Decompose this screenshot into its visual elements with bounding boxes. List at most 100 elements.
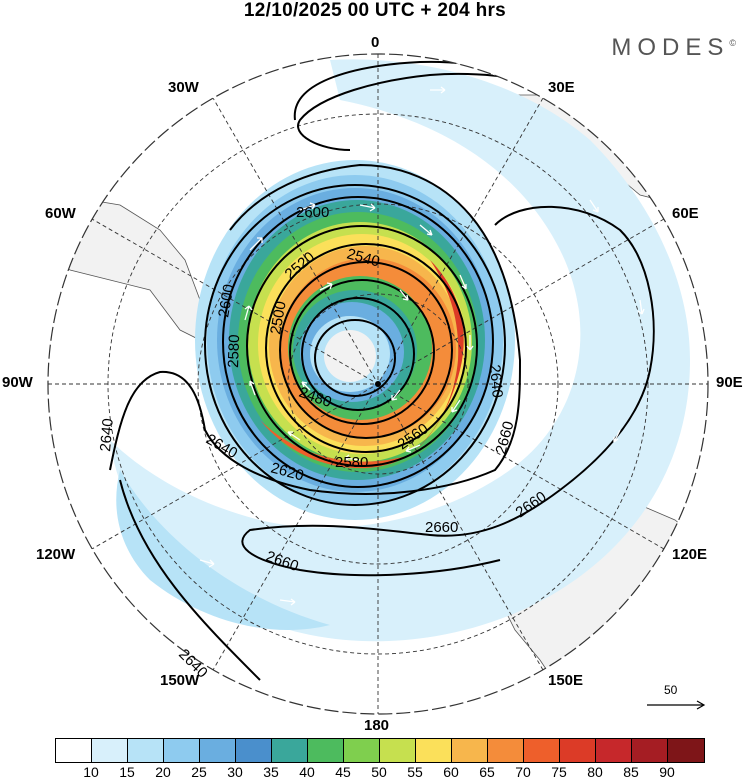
wind-scale-arrow: [647, 700, 706, 710]
colorbar-tick-label: 60: [443, 764, 459, 780]
wind-arrow: [319, 282, 333, 291]
contour-2520: [289, 279, 435, 425]
wind-scale-label: 50: [664, 683, 678, 697]
wind-arrow: [637, 299, 645, 315]
wind-arrow: [419, 224, 433, 236]
wind-arrow: [430, 86, 446, 94]
contour-label: 2640: [486, 364, 506, 399]
colorbar-tick-label: 70: [515, 764, 531, 780]
contour-label: 2600: [296, 204, 329, 221]
copyright-mark: ©: [729, 38, 736, 48]
colorbar-swatch: [272, 739, 308, 762]
colorbar-swatch: [200, 739, 236, 762]
contour-label: 2660: [492, 419, 517, 456]
contour-2560: [265, 243, 467, 453]
jet-core-south: [260, 420, 410, 469]
lon-label-150e: 150E: [548, 672, 584, 689]
contour-2620: [204, 184, 506, 506]
colorbar-swatch: [344, 739, 380, 762]
colorbar-swatch: [632, 739, 668, 762]
contour-2600: [222, 196, 494, 488]
colorbar-tick-label: 65: [479, 764, 495, 780]
colorbar-swatch: [452, 739, 488, 762]
wind-arrow: [199, 559, 215, 568]
wind-arrow: [359, 203, 376, 212]
contour-2480: [314, 319, 396, 397]
colorbar-tick-label: 90: [659, 764, 675, 780]
colorbar-swatch: [488, 739, 524, 762]
contour-2640: [109, 163, 522, 495]
contour-2500: [301, 297, 415, 411]
colorbar-swatch: [56, 739, 92, 762]
wind-arrow: [287, 431, 301, 441]
lon-label-120w: 120W: [36, 546, 76, 563]
contour-label: 2640: [97, 418, 117, 453]
lon-label-90w: 90W: [2, 374, 33, 391]
contour-label: 2500: [267, 300, 290, 336]
map-title: 12/10/2025 00 UTC + 204 hrs: [243, 0, 507, 21]
map-border: [47, 53, 709, 715]
lon-label-60e: 60E: [672, 205, 699, 222]
colorbar-tick-label: 15: [119, 764, 135, 780]
colorbar-tick-label: 20: [155, 764, 171, 780]
height-contours: [109, 60, 655, 681]
lon-label-30w: 30W: [168, 79, 199, 96]
colorbar: [55, 738, 705, 763]
colorbar-swatch: [560, 739, 596, 762]
contour-label: 2600: [215, 283, 238, 319]
band-light-south: [116, 470, 330, 630]
colorbar-swatch: [308, 739, 344, 762]
wind-arrow: [244, 305, 253, 321]
wind-arrow: [459, 274, 467, 290]
colorbar-tick-label: 10: [83, 764, 99, 780]
colorbar-swatch: [236, 739, 272, 762]
lon-label-180: 180: [364, 717, 390, 734]
contour-2540: [279, 261, 453, 439]
lon-label-60w: 60W: [45, 205, 76, 222]
wind-arrow: [589, 199, 599, 213]
wind-arrow: [249, 380, 256, 396]
colorbar-tick-label: 75: [551, 764, 567, 780]
colorbar-tick-label: 35: [263, 764, 279, 780]
colorbar-swatch: [380, 739, 416, 762]
colorbar-tick-label: 30: [227, 764, 243, 780]
colorbar-swatch: [596, 739, 632, 762]
lon-label-120e: 120E: [672, 546, 708, 563]
colorbar-tick-label: 55: [407, 764, 423, 780]
contour-label: 2660: [425, 519, 458, 536]
lon-label-0: 0: [371, 34, 380, 51]
colorbar-swatch: [524, 739, 560, 762]
wind-arrow: [613, 429, 621, 443]
colorbar-tick-label: 45: [335, 764, 351, 780]
wind-arrow: [466, 335, 474, 351]
wind-arrow: [249, 237, 263, 251]
wind-arrow: [279, 598, 296, 606]
brand-text: MODES: [611, 34, 730, 61]
colorbar-tick-label: 85: [623, 764, 639, 780]
wind-arrow: [451, 399, 461, 413]
colorbar-swatch: [416, 739, 452, 762]
map-disc: [48, 54, 708, 714]
wind-arrow: [391, 389, 401, 401]
colorbar-tick-label: 40: [299, 764, 315, 780]
wind-arrow: [405, 444, 421, 453]
colorbar-swatch: [92, 739, 128, 762]
colorbar-tick-label: 50: [371, 764, 387, 780]
colorbar-tick-label: 80: [587, 764, 603, 780]
wind-vectors: [199, 86, 645, 606]
colorbar-swatch: [128, 739, 164, 762]
colorbar-tick-label: 25: [191, 764, 207, 780]
lon-label-30e: 30E: [548, 79, 575, 96]
colorbar-swatch: [164, 739, 200, 762]
wind-arrow: [301, 381, 311, 391]
wind-arrow: [344, 454, 361, 462]
contour-label: 2580: [335, 454, 368, 471]
lon-label-90e: 90E: [716, 374, 743, 391]
inner-calm: [324, 330, 376, 382]
colorbar-swatch: [668, 739, 704, 762]
contour-label: 2580: [225, 334, 243, 368]
pole-marker: [375, 381, 381, 387]
contour-2640-south: [119, 479, 261, 681]
wind-arrow: [299, 202, 316, 211]
